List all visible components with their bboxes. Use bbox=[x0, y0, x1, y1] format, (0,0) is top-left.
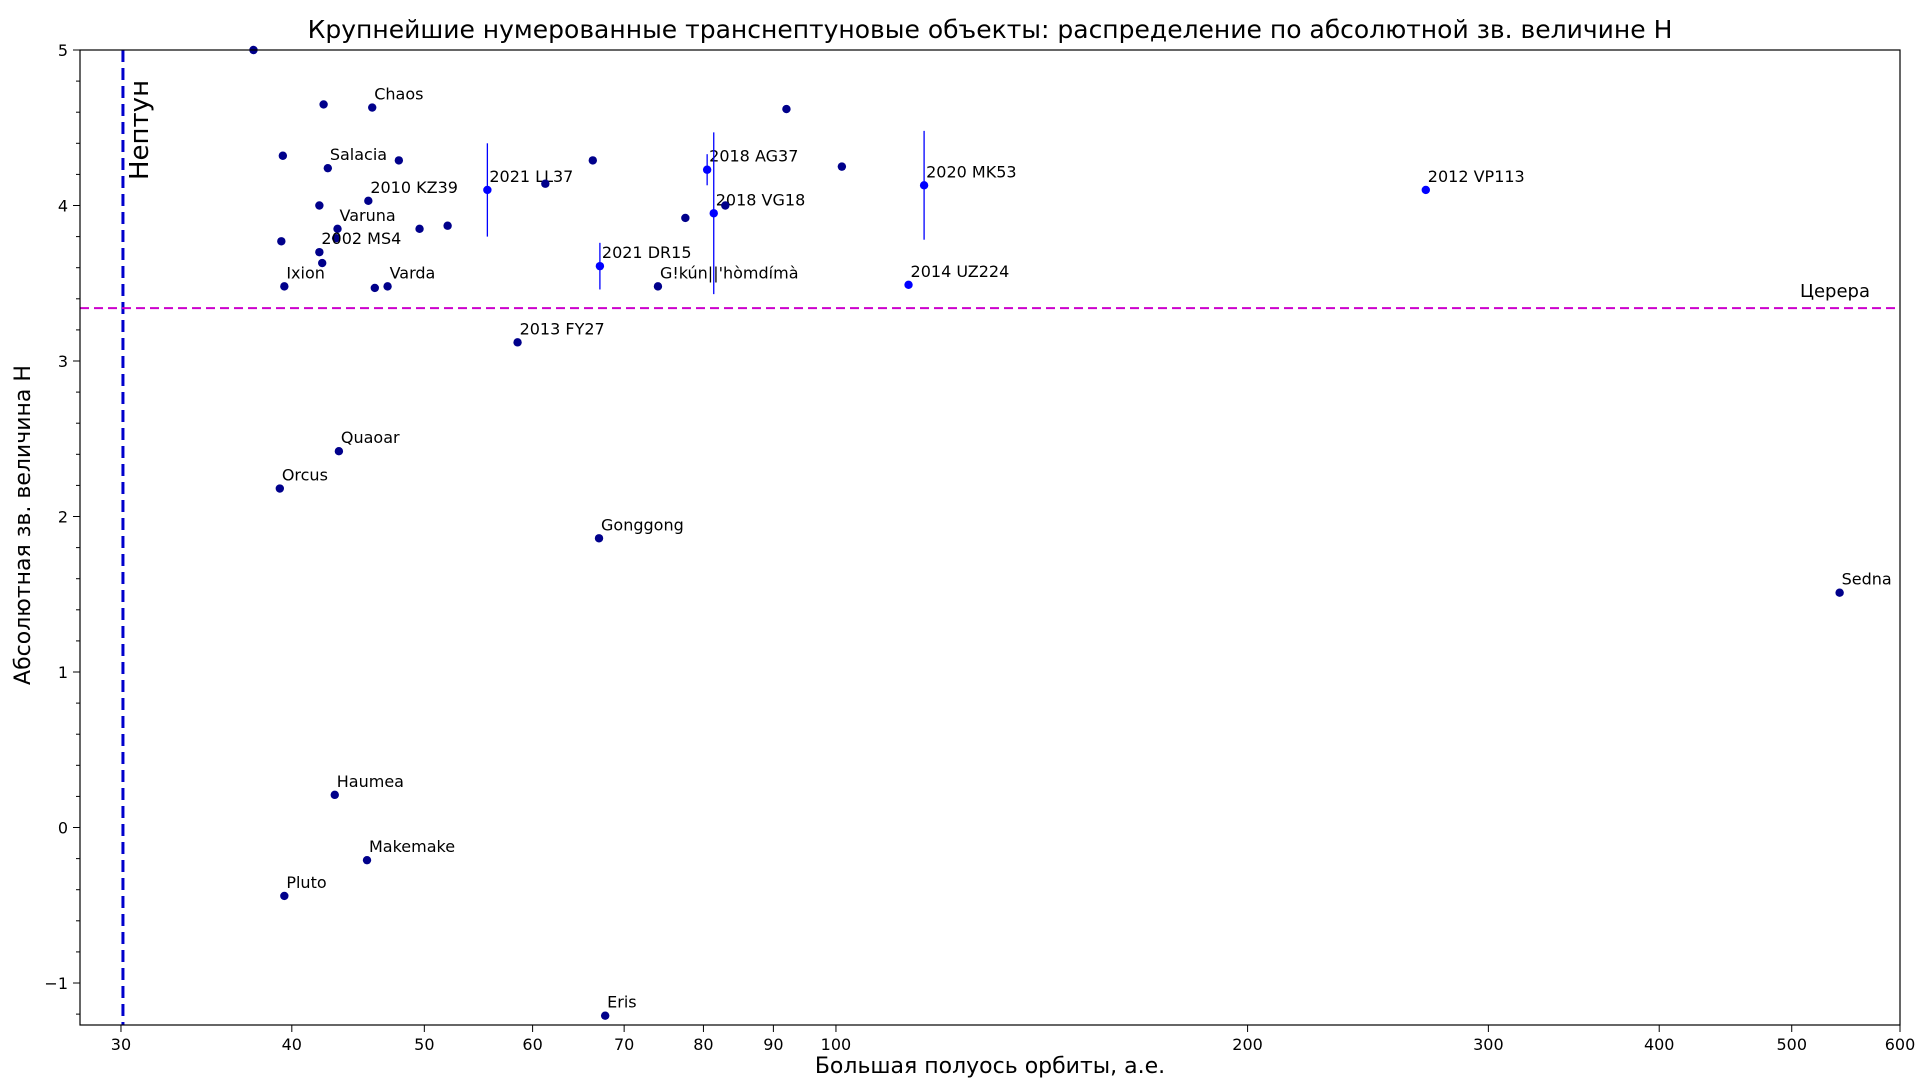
y-tick-label: 2 bbox=[58, 508, 68, 527]
data-point bbox=[331, 233, 341, 243]
data-point-label: 2014 UZ224 bbox=[911, 262, 1010, 281]
chart-title: Крупнейшие нумерованные транснептуновые … bbox=[308, 15, 1673, 44]
data-point-label: Eris bbox=[607, 993, 636, 1012]
x-tick-label: 90 bbox=[763, 1035, 783, 1054]
data-point bbox=[721, 201, 730, 210]
y-axis-label: Абсолютная зв. величина H bbox=[11, 365, 36, 685]
data-point bbox=[681, 213, 690, 223]
data-point bbox=[383, 282, 392, 291]
data-point bbox=[364, 196, 373, 206]
data-point-uncertain bbox=[702, 165, 712, 174]
data-point bbox=[443, 221, 452, 230]
data-point bbox=[317, 258, 327, 268]
data-point-label: Sedna bbox=[1842, 570, 1892, 589]
x-tick-label: 40 bbox=[282, 1035, 302, 1054]
data-point bbox=[362, 855, 372, 865]
data-point-label: Pluto bbox=[286, 873, 326, 892]
x-tick-label: 50 bbox=[414, 1035, 434, 1054]
data-point bbox=[277, 237, 286, 246]
data-point bbox=[394, 156, 404, 165]
data-point-label: Varda bbox=[390, 263, 436, 282]
x-tick-label: 600 bbox=[1885, 1035, 1916, 1054]
data-point-uncertain bbox=[919, 181, 929, 190]
data-point bbox=[280, 282, 289, 291]
data-point-label: Orcus bbox=[282, 466, 328, 485]
data-point bbox=[513, 338, 522, 347]
data-point-label: Makemake bbox=[369, 837, 455, 856]
data-point-label: Ixion bbox=[286, 263, 325, 282]
data-point-label: 2018 AG37 bbox=[709, 147, 798, 166]
data-point-label: G!kún||'hòmdímà bbox=[660, 263, 799, 282]
data-point bbox=[1835, 588, 1844, 597]
data-point-label: Varuna bbox=[340, 206, 396, 225]
data-point bbox=[330, 790, 339, 800]
data-point bbox=[315, 247, 324, 257]
data-point-uncertain bbox=[1421, 185, 1431, 195]
data-point bbox=[275, 484, 285, 493]
x-tick-label: 60 bbox=[522, 1035, 542, 1054]
data-point-label: Quaoar bbox=[341, 428, 400, 447]
data-point bbox=[333, 224, 342, 234]
data-point bbox=[600, 1011, 610, 1020]
data-point-uncertain bbox=[709, 209, 718, 218]
data-point bbox=[653, 282, 663, 291]
data-point bbox=[280, 891, 289, 901]
x-tick-label: 200 bbox=[1232, 1035, 1263, 1054]
data-point-label: Chaos bbox=[374, 85, 423, 104]
data-point-label: 2020 MK53 bbox=[926, 162, 1016, 181]
y-tick-label: 5 bbox=[58, 41, 68, 60]
data-point bbox=[415, 224, 424, 234]
data-point-label: 2010 KZ39 bbox=[370, 178, 458, 197]
data-point bbox=[323, 163, 333, 173]
data-point-uncertain bbox=[595, 261, 605, 271]
data-point-label: 2013 FY27 bbox=[520, 319, 605, 338]
data-point-label: Haumea bbox=[337, 772, 404, 791]
data-point-label: 2002 MS4 bbox=[321, 229, 401, 248]
data-point bbox=[368, 103, 377, 112]
plot-frame bbox=[79, 49, 1901, 1026]
y-tick-label: 0 bbox=[58, 819, 68, 838]
data-point-uncertain bbox=[483, 185, 492, 195]
data-point bbox=[782, 104, 791, 114]
data-point-uncertain bbox=[904, 280, 913, 290]
plot-area: 30 40 50 60 70 80 90 100 200 300 400 500 600 −1 0 1 2 3 4 5… bbox=[44, 41, 1915, 1054]
x-tick-label: 400 bbox=[1644, 1035, 1675, 1054]
data-point-label: 2021 DR15 bbox=[602, 243, 692, 262]
data-point bbox=[837, 162, 847, 171]
x-tick-label: 500 bbox=[1776, 1035, 1807, 1054]
data-point bbox=[315, 201, 324, 210]
x-axis-label: Большая полуось орбиты, а.е. bbox=[815, 1054, 1165, 1079]
x-tick-label: 300 bbox=[1473, 1035, 1504, 1054]
data-point bbox=[334, 446, 344, 456]
data-point bbox=[278, 151, 288, 160]
data-point bbox=[370, 283, 380, 293]
y-tick-label: 3 bbox=[58, 352, 68, 371]
data-point-label: Gonggong bbox=[601, 515, 684, 534]
data-point bbox=[594, 534, 604, 543]
x-tick-label: 30 bbox=[111, 1035, 131, 1054]
neptune-label: Нептун bbox=[125, 80, 155, 180]
x-tick-label: 100 bbox=[821, 1035, 852, 1054]
x-tick-label: 70 bbox=[614, 1035, 634, 1054]
data-point bbox=[541, 179, 550, 188]
y-tick-label: 4 bbox=[58, 197, 68, 216]
data-point-label: Salacia bbox=[330, 145, 387, 164]
data-point-label: 2021 LL37 bbox=[489, 167, 573, 186]
y-tick-label: 1 bbox=[58, 663, 68, 682]
data-point bbox=[588, 156, 597, 165]
data-point bbox=[319, 100, 328, 109]
data-point-label: 2018 VG18 bbox=[716, 190, 806, 209]
x-tick-label: 80 bbox=[693, 1035, 713, 1054]
ceres-label: Церера bbox=[1800, 281, 1870, 302]
data-point-label: 2012 VP113 bbox=[1428, 167, 1525, 186]
y-tick-label: −1 bbox=[44, 974, 68, 993]
